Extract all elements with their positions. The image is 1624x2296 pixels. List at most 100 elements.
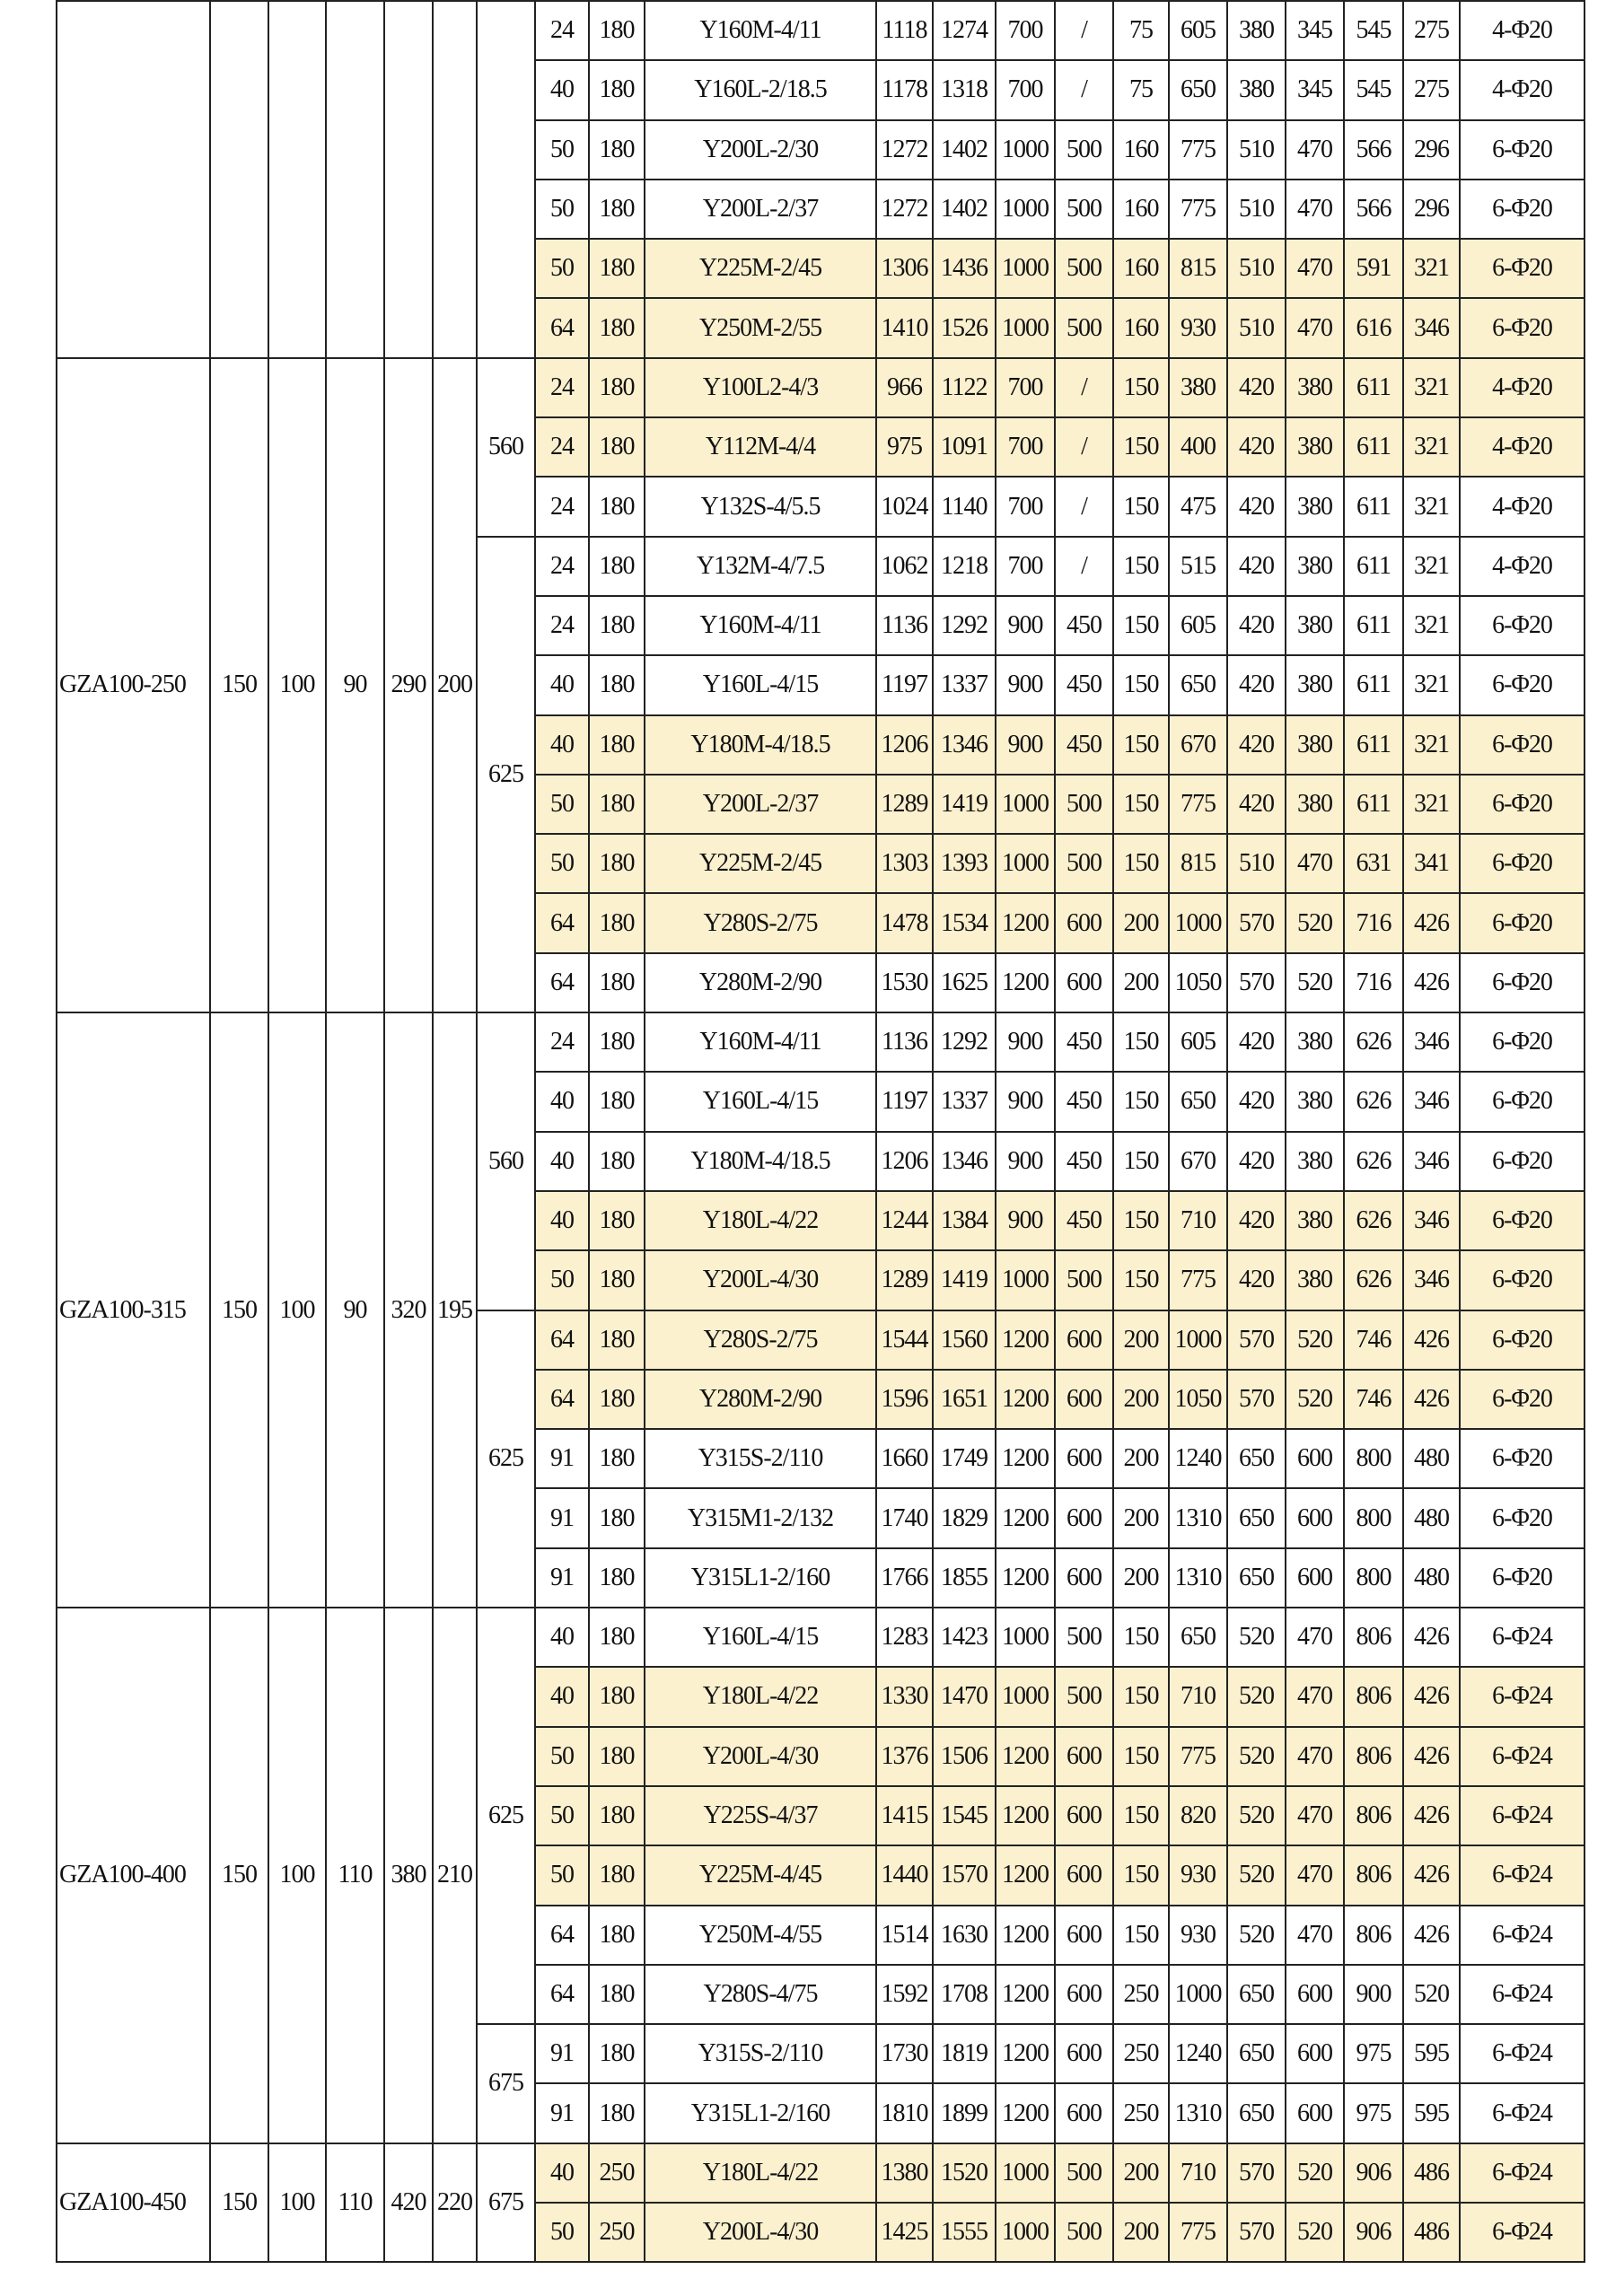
dim-cell: 700 — [995, 356, 1056, 419]
bolt-holes-cell: 4-Φ20 — [1459, 0, 1585, 62]
dim-cell: 631 — [1343, 833, 1404, 895]
speed-cell: 40 — [534, 654, 590, 716]
value-cell: 180 — [588, 1368, 645, 1431]
dim-cell: 150 — [1112, 416, 1170, 478]
speed-cell: 40 — [534, 1071, 590, 1133]
dim-cell: / — [1054, 59, 1114, 121]
bolt-holes-cell: 6-Φ20 — [1459, 1368, 1585, 1431]
value-cell: 180 — [588, 833, 645, 895]
dim-cell: 650 — [1226, 1487, 1286, 1549]
dim-cell: 900 — [995, 714, 1056, 776]
dim-cell: 470 — [1285, 833, 1345, 895]
value-cell: 250 — [588, 2142, 645, 2204]
motor-model-cell: Y180L-4/22 — [644, 1666, 877, 1728]
dim-cell: 380 — [1168, 356, 1228, 419]
bolt-holes-cell: 6-Φ20 — [1459, 1130, 1585, 1192]
motor-model-cell: Y160L-4/15 — [644, 1607, 877, 1669]
pump-spec-cell — [325, 0, 385, 359]
table-row: 40 180 Y180L-4/22 1244 1384 900 450 150 710 420 38… — [57, 1189, 1585, 1252]
value-cell: 180 — [588, 2023, 645, 2085]
table-row: 24 180 Y160M-4/11 1118 1274 700/75 605 380 345 54… — [56, 0, 1585, 359]
speed-cell: 50 — [534, 833, 590, 895]
motor-model-cell: Y200L-4/30 — [644, 1725, 877, 1787]
motor-model-cell: Y280S-2/75 — [644, 892, 877, 954]
dim-cell: 470 — [1285, 1845, 1345, 1906]
table-row: 91 180 Y315L1-2/160 1766 1855 1200 600 200 1310 6… — [57, 1547, 1585, 1609]
dim-cell: 480 — [1402, 1547, 1461, 1609]
dim-cell: 1810 — [875, 2082, 934, 2144]
bolt-holes-cell: 6-Φ24 — [1459, 2082, 1585, 2144]
dim-cell: 1346 — [932, 1130, 996, 1192]
motor-model-cell: Y132S-4/5.5 — [644, 476, 877, 538]
dim-cell: 1200 — [995, 2082, 1056, 2144]
dim-cell: 150 — [1112, 594, 1170, 657]
value-cell: 180 — [588, 1845, 645, 1906]
value-cell: 180 — [588, 297, 645, 359]
dim-cell: 150 — [1112, 1666, 1170, 1728]
speed-cell: 24 — [534, 594, 590, 657]
value-cell: 180 — [588, 1784, 645, 1847]
dim-cell: 1122 — [932, 356, 996, 419]
dim-cell: 520 — [1226, 1666, 1286, 1728]
dim-cell: 380 — [1285, 1249, 1345, 1311]
dim-cell: 1730 — [875, 2023, 934, 2085]
dim-cell: 450 — [1054, 1012, 1114, 1074]
dim-cell: 380 — [1285, 1189, 1345, 1252]
table-row: 50 180 Y200L-4/30 1376 1506 1200 600 150 775 520 4… — [57, 1725, 1585, 1787]
pump-spec-cell: 290 — [383, 356, 434, 1014]
speed-cell: 91 — [534, 2023, 590, 2085]
dim-cell: 1000 — [995, 1249, 1056, 1311]
value-cell: 180 — [588, 0, 645, 62]
dim-cell: 160 — [1112, 297, 1170, 359]
dim-cell: 1402 — [932, 118, 996, 180]
dim-cell: 1545 — [932, 1784, 996, 1847]
speed-cell: 50 — [534, 238, 590, 300]
dim-cell: 570 — [1226, 1309, 1286, 1371]
dim-cell: 1708 — [932, 1963, 996, 2026]
dim-cell: 600 — [1054, 1309, 1114, 1371]
speed-cell: 24 — [534, 535, 590, 597]
dim-cell: 470 — [1285, 1784, 1345, 1847]
bolt-holes-cell: 4-Φ20 — [1459, 59, 1585, 121]
dim-cell: 380 — [1285, 773, 1345, 836]
dim-cell: 510 — [1226, 178, 1286, 241]
motor-model-cell: Y160L-4/15 — [644, 654, 877, 716]
dim-cell: 1596 — [875, 1368, 934, 1431]
dim-cell: 1289 — [875, 1249, 934, 1311]
dim-cell: 900 — [995, 594, 1056, 657]
dim-cell: 1855 — [932, 1547, 996, 1609]
dim-cell: 321 — [1402, 714, 1461, 776]
dim-cell: 566 — [1343, 118, 1404, 180]
bolt-holes-cell: 6-Φ20 — [1459, 1012, 1585, 1074]
value-cell: 180 — [588, 2082, 645, 2144]
bolt-holes-cell: 6-Φ24 — [1459, 2142, 1585, 2204]
value-cell: 180 — [588, 892, 645, 954]
value-cell: 180 — [588, 476, 645, 538]
dim-cell: 1478 — [875, 892, 934, 954]
dim-cell: 930 — [1168, 1904, 1228, 1966]
bolt-holes-cell: 6-Φ24 — [1459, 2023, 1585, 2085]
bolt-holes-cell: 6-Φ24 — [1459, 1845, 1585, 1906]
table-row: 64 180 Y280M-2/90 1530 1625 1200 600 200 1050 570… — [57, 951, 1585, 1014]
dim-cell: 150 — [1112, 1784, 1170, 1847]
dim-cell: 1000 — [995, 118, 1056, 180]
speed-cell: 50 — [534, 773, 590, 836]
dim-cell: 345 — [1285, 0, 1345, 62]
dim-cell: 806 — [1343, 1845, 1404, 1906]
speed-cell: 24 — [534, 356, 590, 419]
value-cell: 180 — [588, 1666, 645, 1728]
dim-cell: 1534 — [932, 892, 996, 954]
table-row: 40 180 Y160L-4/15 1197 1337 900 450 150 650 420 38… — [57, 654, 1585, 716]
dim-cell: 150 — [1112, 1904, 1170, 1966]
motor-model-cell: Y160M-4/11 — [644, 594, 877, 657]
speed-cell: 64 — [534, 1904, 590, 1966]
pump-spec-cell: 100 — [268, 1607, 327, 2144]
dim-cell: 930 — [1168, 1845, 1228, 1906]
bolt-holes-cell: 6-Φ24 — [1459, 1725, 1585, 1787]
dim-cell: 500 — [1054, 1607, 1114, 1669]
dim-cell: 650 — [1226, 1428, 1286, 1490]
dim-cell: 486 — [1402, 2142, 1461, 2204]
dim-cell: 475 — [1168, 476, 1228, 538]
dim-cell: / — [1054, 416, 1114, 478]
dim-cell: 420 — [1226, 416, 1286, 478]
